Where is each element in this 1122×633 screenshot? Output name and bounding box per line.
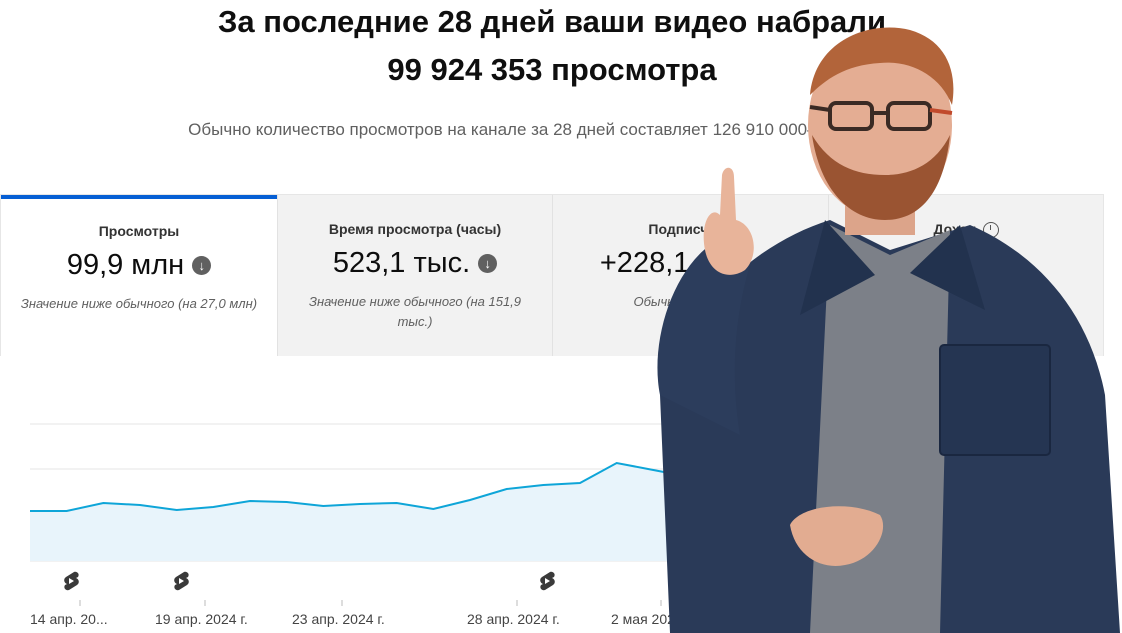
chart-line <box>30 461 691 512</box>
headline-subtitle: Обычно количество просмотров на канале з… <box>188 120 916 139</box>
presenter-figure <box>657 27 1120 633</box>
views-chart: 14 апр. 20... 19 апр. 2024 г. 23 апр. 2024… <box>30 423 740 627</box>
shorts-icon[interactable] <box>171 570 193 592</box>
x-tick-label: 28 апр. 2024 г. <box>467 611 560 627</box>
hand-pointing-icon <box>703 167 754 275</box>
arrow-down-circle-icon: ↓ <box>192 256 212 275</box>
x-tick-label: 14 апр. 20... <box>30 611 108 627</box>
metric-note: Значение ниже обычного (на 27,0 млн) <box>20 296 258 311</box>
hand-gesture-icon <box>790 506 884 566</box>
headline-line-1: За последние 28 дней ваши видео набрали <box>217 4 887 39</box>
chart-x-axis: 14 апр. 20... 19 апр. 2024 г. 23 апр. 2024… <box>30 600 694 627</box>
metric-value: 523,1 тыс. <box>332 247 471 279</box>
metric-label: Просмотры <box>98 223 180 239</box>
metric-note: Значение ниже обычного (на 151,9 тыс.) <box>308 294 522 329</box>
headline-total-views: 99 924 353 просмотра <box>387 52 717 87</box>
glasses-icon <box>809 101 953 131</box>
shorts-icon[interactable] <box>537 570 559 592</box>
metric-label: Время просмотра (часы) <box>328 221 502 237</box>
metric-card-watch-time[interactable]: Время просмотра (часы) 523,1 тыс. ↓ Знач… <box>277 195 552 356</box>
x-tick-label: 23 апр. 2024 г. <box>292 611 385 627</box>
metric-value: 99,9 млн <box>66 249 185 281</box>
arrow-down-circle-icon: ↓ <box>478 254 498 273</box>
metric-card-views[interactable]: Просмотры 99,9 млн ↓ Значение ниже обычн… <box>1 195 277 356</box>
x-tick-label: 19 апр. 2024 г. <box>155 611 248 627</box>
shorts-icon[interactable] <box>61 570 83 592</box>
